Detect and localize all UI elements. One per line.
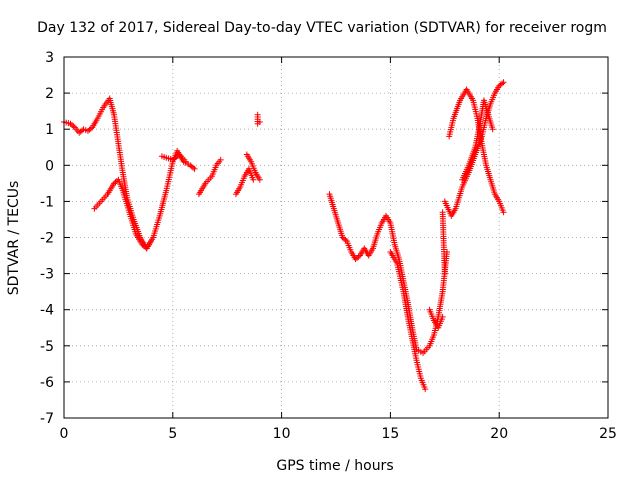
y-tick-label: -6 xyxy=(40,375,54,391)
y-tick-label: -2 xyxy=(40,231,54,247)
data-point xyxy=(422,386,429,393)
x-axis-label: GPS time / hours xyxy=(276,458,393,474)
data-point xyxy=(190,164,197,171)
data-point xyxy=(191,165,198,172)
grid xyxy=(64,57,608,418)
data-point xyxy=(499,80,506,87)
x-tick-label: 10 xyxy=(273,426,291,442)
y-tick-label: -7 xyxy=(40,411,54,427)
data-point xyxy=(256,176,263,183)
x-tick-label: 15 xyxy=(381,426,399,442)
data-point xyxy=(500,209,507,216)
data-point xyxy=(142,244,149,251)
y-tick-label: 2 xyxy=(45,86,54,102)
x-tick-label: 0 xyxy=(60,426,69,442)
data-point xyxy=(342,236,349,243)
y-axis-label: SDTVAR / TECUs xyxy=(6,181,22,296)
data-points xyxy=(61,79,507,393)
data-point xyxy=(439,313,446,320)
x-tick-label: 5 xyxy=(168,426,177,442)
data-point xyxy=(489,126,496,133)
y-tick-label: -4 xyxy=(40,303,54,319)
data-point xyxy=(439,209,446,216)
x-tick-label: 25 xyxy=(599,426,617,442)
data-point xyxy=(182,158,189,165)
plot-frame xyxy=(63,56,609,419)
y-tick-label: -3 xyxy=(40,267,54,283)
axis-ticks: 0 5 10 15 20 25 -7 -6 -5 -4 -3 -2 -1 0 1 2 3 xyxy=(40,50,617,442)
data-point xyxy=(256,118,263,125)
data-point xyxy=(355,253,362,260)
data-point xyxy=(87,125,94,132)
y-tick-label: 0 xyxy=(45,158,54,174)
y-tick-label: -5 xyxy=(40,339,54,355)
data-point xyxy=(500,79,507,86)
data-point xyxy=(250,176,257,183)
data-point xyxy=(70,123,77,130)
y-tick-label: -1 xyxy=(40,194,54,210)
y-tick-label: 3 xyxy=(45,50,54,66)
chart-title: Day 132 of 2017, Sidereal Day-to-day VTE… xyxy=(37,20,607,36)
x-tick-label: 20 xyxy=(490,426,508,442)
data-point xyxy=(217,156,224,163)
data-point xyxy=(148,238,155,245)
y-tick-label: 1 xyxy=(45,122,54,138)
